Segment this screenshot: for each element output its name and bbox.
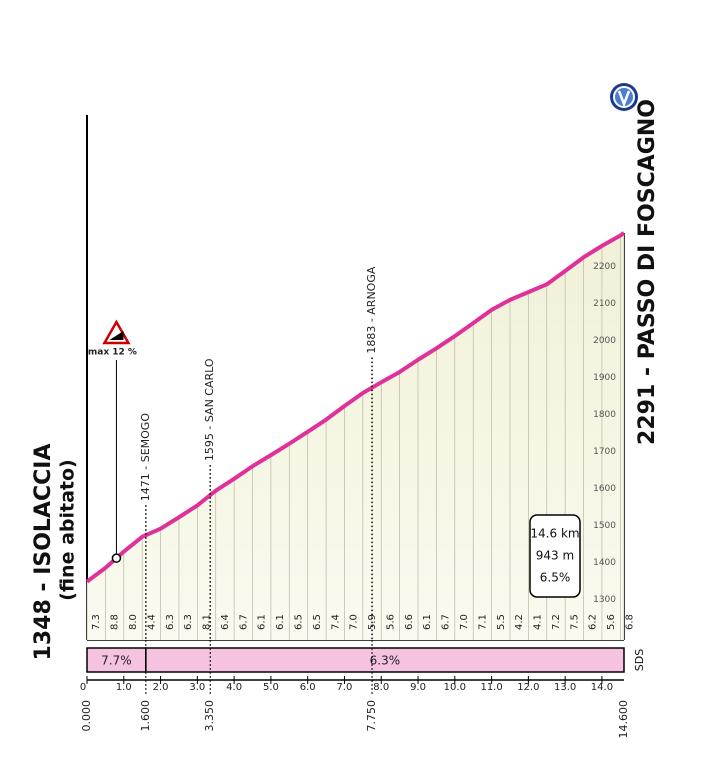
summary-gradient: 6.5% [540, 571, 571, 585]
y-tick-label: 1600 [593, 484, 616, 494]
segment-gradient: 8.0 [128, 614, 139, 630]
max-gradient-point [111, 553, 122, 563]
km-marker: 0.000 [80, 700, 93, 732]
segment-gradient: 7.4 [330, 614, 341, 630]
y-tick-label: 1800 [593, 410, 616, 420]
waypoint-label: 1471 - SEMOGO [139, 413, 152, 502]
profile-area [87, 232, 624, 641]
x-tick-label: 14.0 [591, 682, 613, 693]
segment-gradient: 5.6 [385, 614, 396, 630]
max-gradient-label: max 12 % [88, 348, 137, 358]
segment-gradient: 6.3 [183, 614, 194, 630]
x-tick-label: 10.0 [444, 682, 466, 693]
x-tick-label: 7.0 [337, 682, 353, 693]
x-tick-label: 3.0 [189, 682, 205, 693]
x-tick-label: 4.0 [226, 682, 242, 693]
segment-gradient: 4.2 [514, 614, 525, 630]
segment-gradient: 8.8 [110, 614, 121, 630]
summary-box [529, 514, 581, 598]
summary-gain: 943 m [536, 549, 574, 563]
profile-line [85, 231, 626, 584]
segment-gradient: 5.5 [496, 614, 507, 630]
left-title: 1348 - ISOLACCIA [31, 444, 56, 661]
section-label: 7.7% [101, 654, 132, 668]
segment-gradient: 6.1 [422, 614, 433, 630]
segment-gradient: 6.6 [404, 614, 415, 630]
x-tick-label: 6.0 [300, 682, 316, 693]
segment-gradient: 6.7 [238, 614, 249, 630]
y-tick-label: 2200 [593, 262, 616, 272]
km-marker: 14.600 [617, 700, 630, 739]
segment-gradient: 6.5 [293, 614, 304, 630]
x-tick-label: 2.0 [153, 682, 169, 693]
segment-gradient: 7.3 [91, 614, 102, 630]
x-tick-label: 0 [80, 682, 86, 693]
segment-gradient: 4.1 [533, 614, 544, 630]
summary-distance: 14.6 km [530, 527, 579, 541]
y-tick-label: 2000 [593, 336, 616, 346]
segment-gradient: 6.5 [312, 614, 323, 630]
section-label: 6.3% [370, 654, 401, 668]
section-bar [86, 647, 147, 673]
segment-gradient: 6.1 [257, 614, 268, 630]
segment-gradient: 7.0 [459, 614, 470, 630]
warning-icon-slope [109, 331, 124, 340]
y-tick-label: 1400 [593, 558, 616, 568]
segment-gradient: 7.1 [477, 614, 488, 630]
segment-gradient: 5.6 [606, 614, 617, 630]
segment-gradient: 6.1 [275, 614, 286, 630]
km-marker: 3.350 [203, 700, 216, 732]
segment-gradient: 7.0 [349, 614, 360, 630]
segment-gradient: 8.1 [202, 614, 213, 630]
y-tick-label: 1900 [593, 373, 616, 383]
y-tick-label: 1700 [593, 447, 616, 457]
segment-gradient: 6.3 [165, 614, 176, 630]
waypoint-label: 1595 - SAN CARLO [203, 358, 216, 461]
segment-gradient: 4.4 [146, 614, 157, 630]
credit: SDS [633, 649, 646, 671]
layout [610, 83, 638, 111]
segment-gradient: 6.8 [625, 614, 636, 630]
section-bar [145, 647, 625, 673]
x-tick-label: 5.0 [263, 682, 279, 693]
x-tick-label: 11.0 [480, 682, 502, 693]
segment-gradient: 6.4 [220, 614, 231, 630]
x-tick-label: 13.0 [554, 682, 576, 693]
segment-gradient: 7.5 [569, 614, 580, 630]
x-tick-label: 8.0 [373, 682, 389, 693]
segment-gradient: 6.7 [441, 614, 452, 630]
left-subtitle: (fine abitato) [57, 459, 79, 600]
segment-gradient: 7.2 [551, 614, 562, 630]
y-tick-label: 1300 [593, 595, 616, 605]
x-tick-label: 9.0 [410, 682, 426, 693]
right-title: 2291 - PASSO DI FOSCAGNO [635, 99, 660, 445]
x-tick-label: 1.0 [116, 682, 132, 693]
waypoint-label: 1883 - ARNOGA [365, 266, 378, 354]
segment-gradient: 6.2 [588, 614, 599, 630]
km-marker: 7.750 [365, 700, 378, 732]
summit-icon-mark [617, 90, 631, 108]
y-tick-label: 1500 [593, 521, 616, 531]
y-tick-label: 2100 [593, 299, 616, 309]
km-marker: 1.600 [139, 700, 152, 732]
x-tick-label: 12.0 [517, 682, 539, 693]
